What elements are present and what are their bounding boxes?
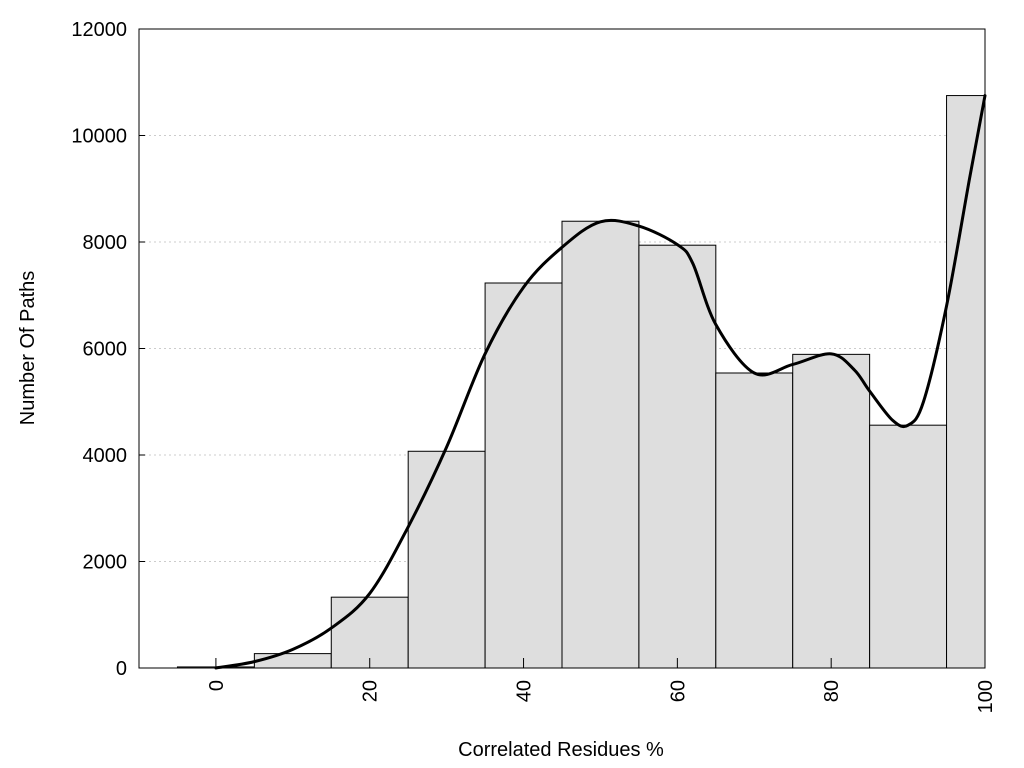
x-tick-label: 20 [360,680,382,702]
x-tick-label: 0 [206,680,228,691]
x-tick-label: 80 [821,680,843,702]
y-tick-label: 6000 [83,339,128,361]
histogram-bar [330,596,409,669]
x-tick-label: 40 [514,680,536,702]
histogram-bar [484,282,563,669]
y-axis-title: Number Of Paths [17,271,39,426]
x-axis-title: Correlated Residues % [458,739,664,761]
histogram-bar [253,653,332,669]
histogram-bar [792,353,871,669]
histogram-bar [946,95,986,669]
histogram-bar [715,372,794,669]
curve-layer [214,94,987,670]
histogram-bar [869,424,948,669]
y-tick-label: 8000 [83,232,128,254]
y-tick-label: 0 [116,658,127,680]
tick-layer: 0 2000 4000 6000 8000 10000 12000 0 20 40 60 80 100 [71,19,997,713]
density-curve [214,94,987,670]
x-tick-label: 60 [667,680,689,702]
y-tick-label: 12000 [71,19,127,41]
histogram-bar [561,220,640,669]
y-tick-label: 4000 [83,445,128,467]
y-tick-label: 2000 [83,552,128,574]
histogram-bar [407,450,486,669]
bar-layer [176,95,986,669]
histogram-bar [638,244,717,669]
x-tick-label: 100 [975,680,997,713]
y-tick-label: 10000 [71,126,127,148]
